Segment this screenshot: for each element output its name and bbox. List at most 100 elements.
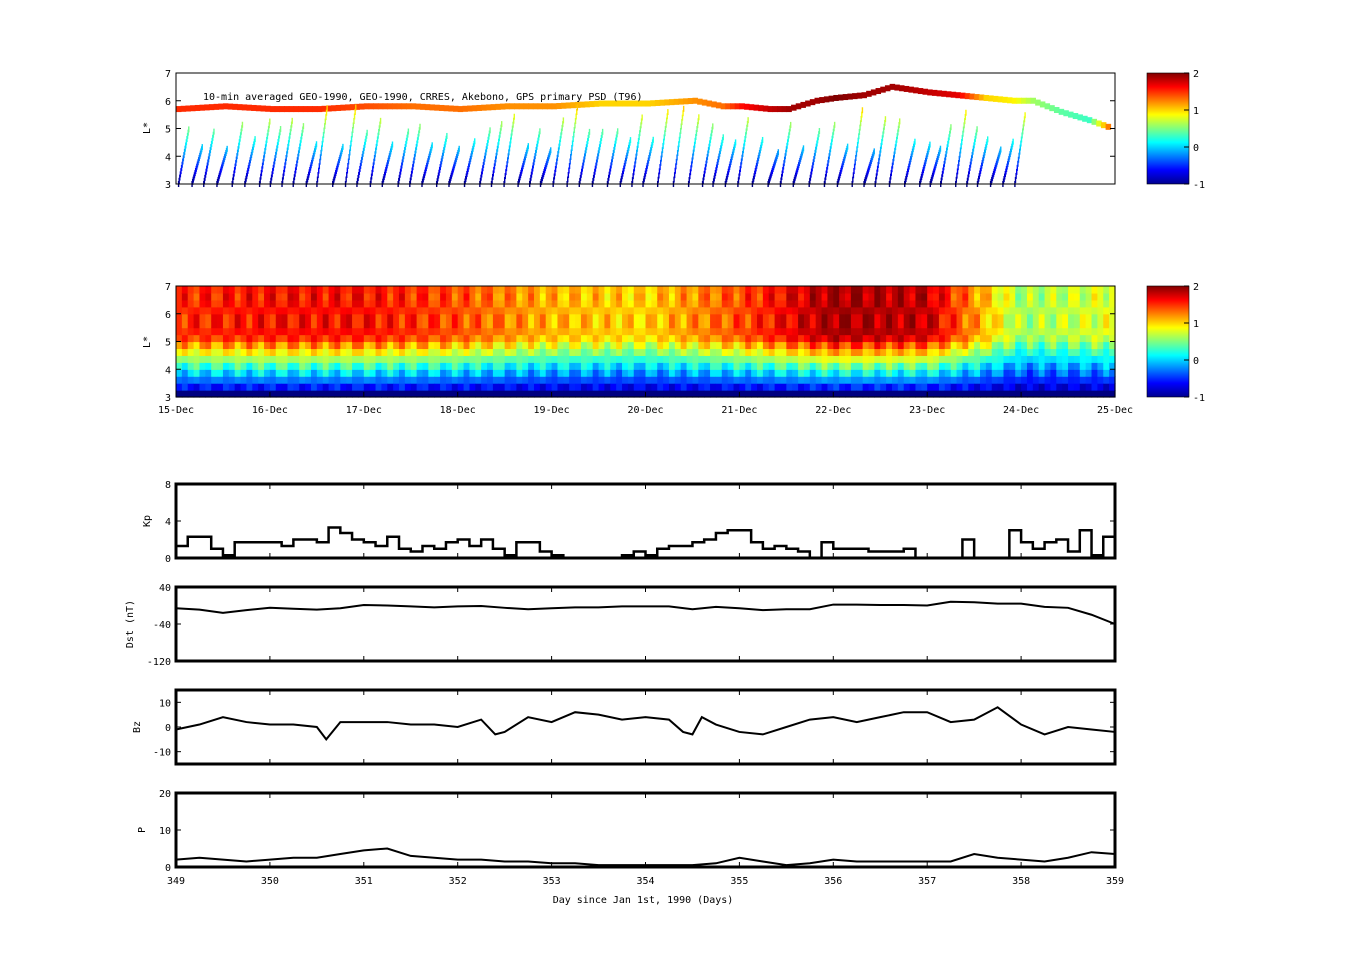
psd-assimilated-cell xyxy=(891,334,899,343)
psd-assimilated-cell xyxy=(610,299,617,308)
psd-assimilated-cell xyxy=(1050,320,1057,329)
psd-assimilated-cell xyxy=(921,299,928,308)
psd-observed-cell xyxy=(884,116,887,123)
psd-assimilated-cell xyxy=(487,369,494,377)
psd-assimilated-cell xyxy=(710,369,717,377)
psd-assimilated-cell xyxy=(1103,362,1110,370)
psd-assimilated-cell xyxy=(950,286,958,294)
psd-assimilated-cell xyxy=(539,362,547,370)
psd-observed-cell xyxy=(474,138,476,145)
psd-assimilated-cell xyxy=(921,362,928,370)
psd-assimilated-cell xyxy=(328,299,336,308)
psd-observed-cell xyxy=(568,162,571,169)
psd-assimilated-cell xyxy=(997,299,1005,308)
psd-assimilated-cell xyxy=(839,341,846,350)
psd-assimilated-cell xyxy=(768,369,776,377)
psd-assimilated-cell xyxy=(927,341,934,350)
psd-assimilated-cell xyxy=(481,292,488,301)
psd-assimilated-cell xyxy=(487,306,494,315)
psd-assimilated-cell xyxy=(258,341,265,350)
psd-assimilated-cell xyxy=(557,306,564,315)
psd-assimilated-cell xyxy=(1085,334,1093,343)
psd-assimilated-cell xyxy=(346,376,353,384)
psd-assimilated-cell xyxy=(410,299,418,308)
psd-assimilated-cell xyxy=(985,292,993,301)
psd-assimilated-cell xyxy=(516,334,523,343)
pressure-ytick-label: 20 xyxy=(159,789,171,800)
psd-observed-cell xyxy=(575,113,577,120)
psd-observed-cell xyxy=(503,177,506,184)
psd-observed-cell xyxy=(883,123,885,130)
psd-assimilated-cell xyxy=(710,320,717,329)
psd-observed-cell xyxy=(702,177,704,184)
psd-assimilated-cell xyxy=(657,341,664,350)
psd-assimilated-cell xyxy=(950,306,958,315)
psd-assimilated-cell xyxy=(604,327,611,336)
psd-assimilated-cell xyxy=(786,334,793,343)
psd-assimilated-cell xyxy=(663,390,670,398)
psd-assimilated-cell xyxy=(363,362,371,370)
day-tick-label: 354 xyxy=(636,876,654,887)
psd-assimilated-cell xyxy=(927,313,934,322)
psd-observed-cell xyxy=(638,134,640,141)
psd-assimilated-cell xyxy=(545,355,553,363)
psd-assimilated-cell xyxy=(387,362,394,370)
psd-assimilated-cell xyxy=(381,299,388,308)
psd-assimilated-cell xyxy=(217,362,224,370)
psd-observed-cell xyxy=(786,106,792,113)
psd-assimilated-cell xyxy=(211,292,218,301)
psd-assimilated-cell xyxy=(475,299,482,308)
psd-observed-cell xyxy=(274,106,281,113)
psd-assimilated-cell xyxy=(399,341,406,350)
psd-observed-cell xyxy=(1020,136,1023,143)
psd-assimilated-cell xyxy=(545,369,553,377)
psd-assimilated-cell xyxy=(211,320,218,329)
psd-assimilated-cell xyxy=(328,355,336,363)
psd-assimilated-cell xyxy=(187,355,195,363)
psd-observed-cell xyxy=(263,151,266,158)
psd-assimilated-cell xyxy=(1109,376,1116,384)
psd-assimilated-cell xyxy=(1038,299,1046,308)
psd-observed-cell xyxy=(761,136,764,143)
psd-assimilated-cell xyxy=(369,299,377,308)
psd-observed-cell xyxy=(743,143,745,150)
psd-assimilated-cell xyxy=(938,320,946,329)
psd-observed-cell xyxy=(601,128,604,135)
psd-observed-cell xyxy=(944,157,946,164)
psd-assimilated-cell xyxy=(375,327,383,336)
psd-assimilated-cell xyxy=(880,334,887,343)
psd-assimilated-cell xyxy=(686,369,694,377)
psd-assimilated-cell xyxy=(234,286,242,294)
psd-assimilated-cell xyxy=(1015,327,1022,336)
psd-observed-cell xyxy=(276,145,278,152)
psd-assimilated-cell xyxy=(733,390,740,398)
psd-observed-cell xyxy=(707,147,710,154)
psd-assimilated-cell xyxy=(745,306,752,315)
psd-assimilated-cell xyxy=(492,369,500,377)
psd-assimilated-cell xyxy=(727,299,735,308)
psd-observed-cell xyxy=(665,117,668,124)
psd-observed-cell xyxy=(283,166,286,173)
psd-assimilated-cell xyxy=(880,286,887,294)
psd-observed-cell xyxy=(639,126,642,133)
psd-observed-cell xyxy=(734,139,737,146)
psd-assimilated-cell xyxy=(293,376,300,384)
psd-observed-cell xyxy=(238,142,240,149)
psd-assimilated-cell xyxy=(1068,320,1075,329)
psd-assimilated-cell xyxy=(833,313,840,322)
psd-assimilated-cell xyxy=(1073,320,1081,329)
psd-observed-cell xyxy=(594,165,597,172)
psd-assimilated-cell xyxy=(487,334,494,343)
psd-assimilated-cell xyxy=(445,355,453,363)
psd-assimilated-cell xyxy=(991,369,999,377)
psd-assimilated-cell xyxy=(768,348,776,356)
psd-observed-colorbar xyxy=(1146,72,1190,185)
psd-assimilated-cell xyxy=(768,390,776,398)
psd-assimilated-cell xyxy=(850,299,858,308)
psd-assimilated-cell xyxy=(475,286,482,294)
psd-observed-cell xyxy=(640,118,643,125)
psd-assimilated-cell xyxy=(1097,292,1104,301)
psd-observed-cell xyxy=(510,133,512,140)
psd-assimilated-cell xyxy=(1062,383,1069,391)
